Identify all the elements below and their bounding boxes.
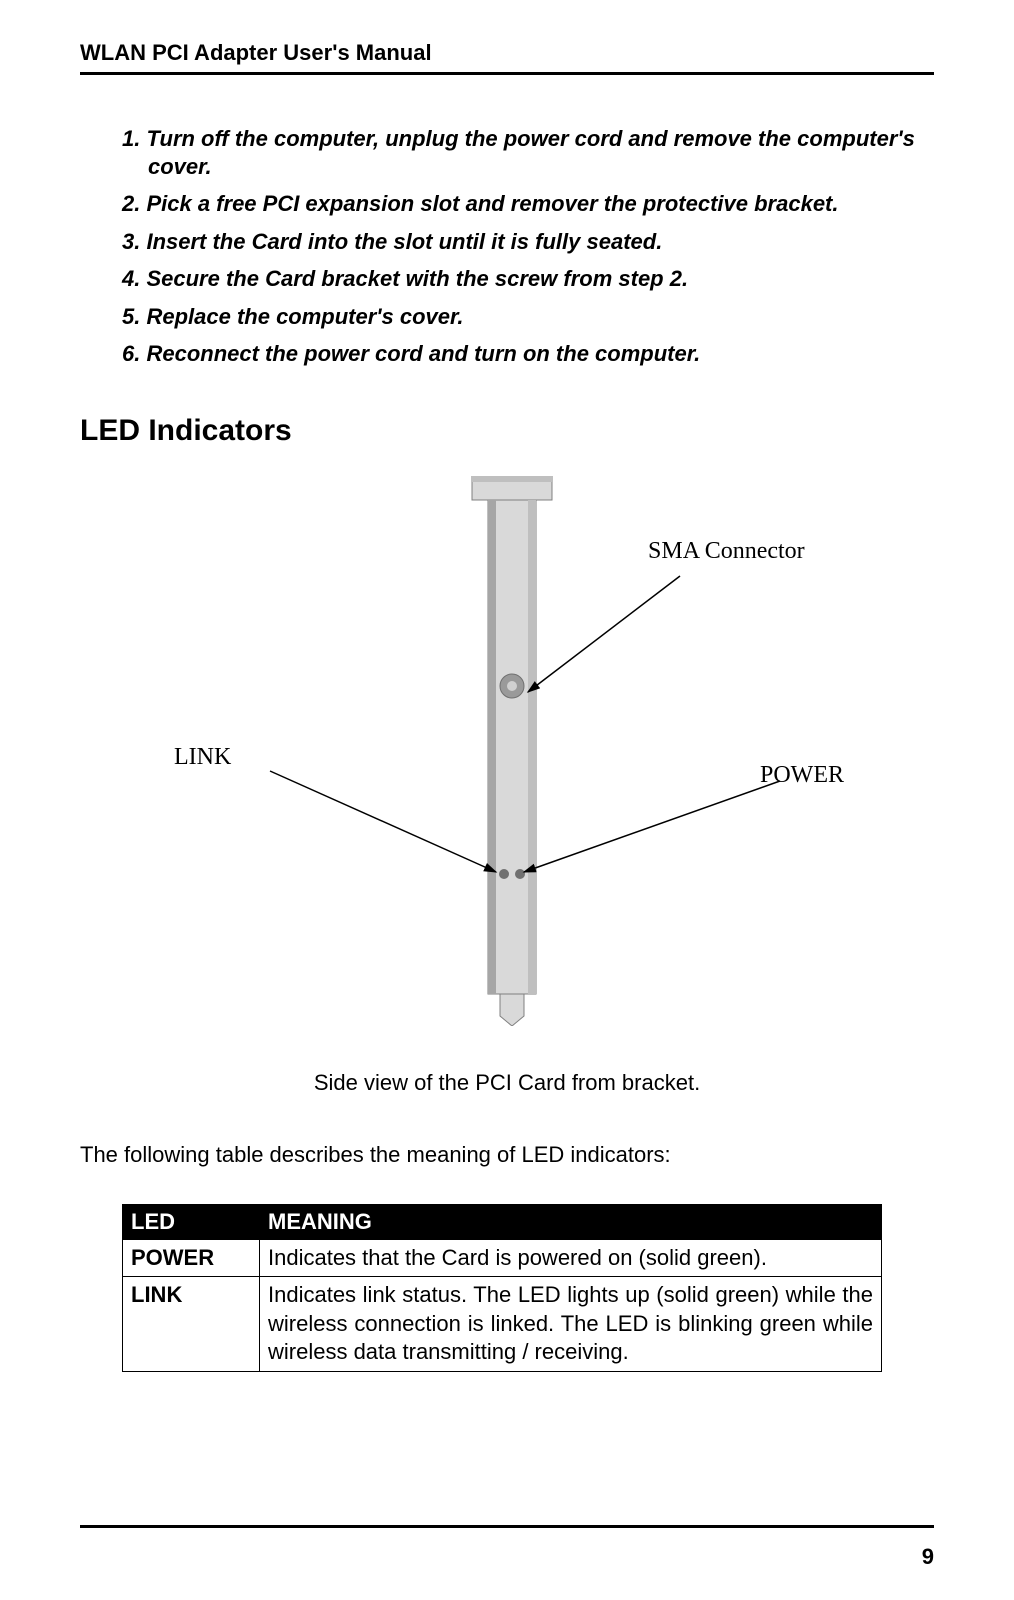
- step-item: 1. Turn off the computer, unplug the pow…: [122, 125, 934, 180]
- td-led-meaning: Indicates that the Card is powered on (s…: [260, 1239, 882, 1277]
- led-table: LED MEANING POWER Indicates that the Car…: [122, 1204, 882, 1372]
- table-row: POWER Indicates that the Card is powered…: [123, 1239, 882, 1277]
- th-led: LED: [123, 1204, 260, 1239]
- table-row: LINK Indicates link status. The LED ligh…: [123, 1277, 882, 1372]
- diagram-caption: Side view of the PCI Card from bracket.: [80, 1070, 934, 1096]
- td-led-name: LINK: [123, 1277, 260, 1372]
- callout-power: POWER: [760, 762, 844, 789]
- installation-steps: 1. Turn off the computer, unplug the pow…: [122, 125, 934, 368]
- td-led-name: POWER: [123, 1239, 260, 1277]
- step-item: 6. Reconnect the power cord and turn on …: [122, 340, 934, 368]
- callout-link: LINK: [174, 744, 231, 771]
- table-header-row: LED MEANING: [123, 1204, 882, 1239]
- header-rule: [80, 72, 934, 75]
- led-diagram: SMA Connector LINK POWER: [80, 476, 934, 1046]
- step-item: 3. Insert the Card into the slot until i…: [122, 228, 934, 256]
- th-meaning: MEANING: [260, 1204, 882, 1239]
- step-item: 5. Replace the computer's cover.: [122, 303, 934, 331]
- callout-sma-connector: SMA Connector: [648, 538, 805, 565]
- page-number: 9: [922, 1544, 934, 1570]
- footer-rule: [80, 1525, 934, 1528]
- page-header-title: WLAN PCI Adapter User's Manual: [80, 40, 934, 72]
- step-item: 2. Pick a free PCI expansion slot and re…: [122, 190, 934, 218]
- page: WLAN PCI Adapter User's Manual 1. Turn o…: [0, 0, 1014, 1600]
- table-intro-text: The following table describes the meanin…: [80, 1142, 934, 1168]
- td-led-meaning: Indicates link status. The LED lights up…: [260, 1277, 882, 1372]
- section-title-led-indicators: LED Indicators: [80, 414, 934, 448]
- step-item: 4. Secure the Card bracket with the scre…: [122, 265, 934, 293]
